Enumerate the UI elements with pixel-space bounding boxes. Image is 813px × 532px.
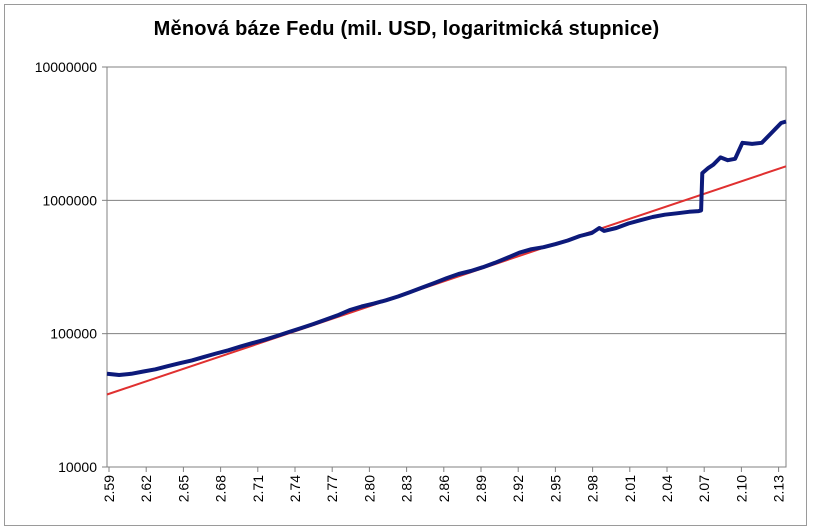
- x-tick-label: 2.07: [696, 475, 712, 502]
- x-tick-label: 2.10: [733, 475, 749, 502]
- x-tick-label: 2.65: [175, 475, 191, 502]
- chart-title: Měnová báze Fedu (mil. USD, logaritmická…: [153, 18, 660, 40]
- fed-base-line: [106, 119, 787, 377]
- plot-area: [106, 66, 787, 468]
- y-tick-label: 10000: [58, 459, 97, 475]
- y-tick-label: 1000000: [42, 192, 97, 208]
- x-tick-label: 2.86: [436, 475, 452, 502]
- chart-frame: [4, 4, 807, 526]
- y-tick-label: 100000: [50, 326, 97, 342]
- x-tick-label: 2.13: [771, 475, 787, 502]
- x-tick-label: 2.01: [622, 475, 638, 502]
- x-tick-label: 2.98: [585, 475, 601, 502]
- x-tick-label: 2.83: [399, 475, 415, 502]
- x-tick-label: 2.68: [213, 475, 229, 502]
- x-tick-label: 2.80: [361, 475, 377, 502]
- x-tick-label: 2.71: [250, 475, 266, 502]
- x-tick-label: 2.62: [138, 475, 154, 502]
- x-tick-label: 2.77: [324, 475, 340, 502]
- x-tick-label: 2.04: [659, 475, 675, 502]
- x-tick-label: 2.59: [101, 475, 117, 502]
- x-tick-label: 2.74: [287, 475, 303, 502]
- y-tick-label: 10000000: [35, 59, 98, 75]
- x-tick-label: 2.89: [473, 475, 489, 502]
- x-tick-label: 2.92: [510, 475, 526, 502]
- x-tick-label: 2.95: [547, 475, 563, 502]
